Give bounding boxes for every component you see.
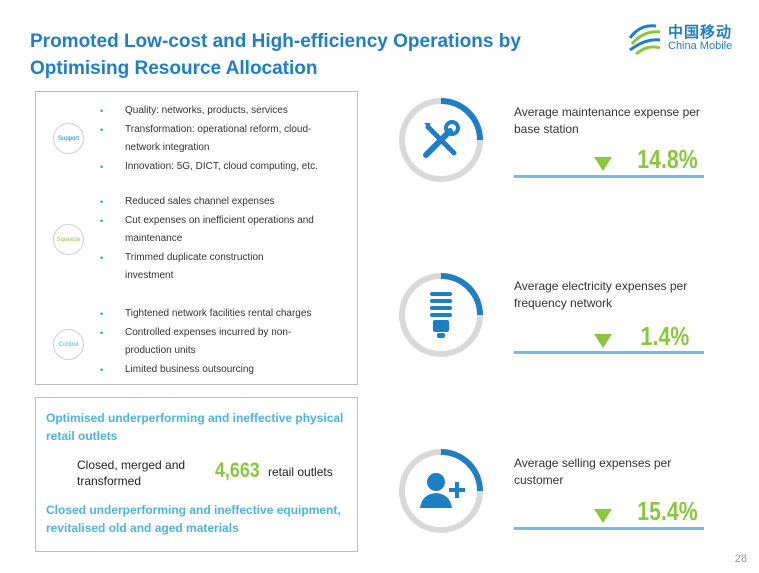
squeeze-circle: Squeeze [53,224,84,255]
wrench-screwdriver-icon [423,120,460,158]
china-mobile-logo: 中国移动 China Mobile [626,20,744,56]
kpi-label-2: Average electricity expenses per frequen… [514,279,688,310]
lightbulb-icon [430,292,452,338]
kpi-underline-1 [514,175,704,178]
retail-count: 4,663 [215,459,260,482]
kpi-value-2: 1.4% [640,321,689,351]
page-title: Promoted Low-cost and High-efficiency Op… [30,31,521,79]
squeeze-list: Reduced sales channel expenses Cut expen… [88,193,350,286]
control-circle: Control [53,329,84,360]
retail-outlets-box: Optimised underperforming and ineffectiv… [35,397,358,552]
retail-heading: Optimised underperforming and ineffectiv… [46,411,344,443]
kpi-underline-3 [514,527,704,530]
kpi-ring-2 [399,273,483,357]
down-arrow-icon [594,509,612,523]
support-list: Quality: networks, products, services Tr… [88,102,350,176]
logo-chinese-text: 中国移动 [668,24,733,41]
equipment-heading: Closed underperforming and ineffective e… [46,503,341,535]
china-mobile-logo-icon [628,24,661,56]
list-item: Cut expenses on inefficient operations a… [88,212,325,249]
list-item: Tightened network facilities rental char… [88,305,350,324]
kpi-underline-2 [514,351,704,354]
kpi-ring-3 [399,449,483,533]
kpi-value-1: 14.8% [637,144,698,174]
list-item: Transformation: operational reform, clou… [88,121,325,158]
down-arrow-icon [594,157,612,171]
logo-english-text: China Mobile [668,40,733,52]
user-add-icon [420,473,465,508]
list-item: Innovation: 5G, DICT, cloud computing, e… [88,158,350,177]
list-item: Reduced sales channel expenses [88,193,350,212]
support-circle: Support [53,123,84,154]
control-list: Tightened network facilities rental char… [88,305,350,379]
closed-label: Closed, merged and transformed [77,458,186,488]
list-item: Limited business outsourcing [88,361,350,380]
kpi-label-3: Average selling expenses per customer [514,456,672,487]
list-item: Controlled expenses incurred by non-prod… [88,324,325,361]
kpi-label-1: Average maintenance expense per base sta… [514,105,700,136]
list-item: Quality: networks, products, services [88,102,350,121]
kpi-value-3: 15.4% [637,496,698,526]
list-item: Trimmed duplicate construction investmen… [88,249,305,286]
kpi-ring-1 [399,98,483,182]
down-arrow-icon [594,334,612,348]
cost-measures-box: Support Quality: networks, products, ser… [35,91,358,385]
retail-unit: retail outlets [268,465,333,479]
page-number: 28 [734,553,747,565]
